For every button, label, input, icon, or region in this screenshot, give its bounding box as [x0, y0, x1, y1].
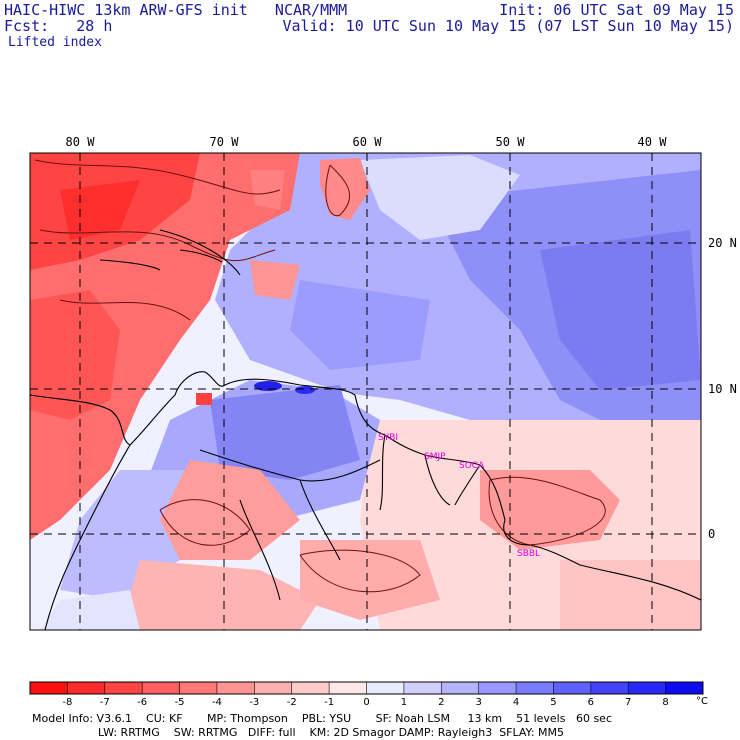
colorbar-swatch	[216, 682, 255, 694]
colorbar-swatch	[254, 682, 293, 694]
lon-label: 70 W	[210, 135, 240, 149]
colorbar-swatch	[291, 682, 330, 694]
colorbar-swatch	[329, 682, 367, 694]
model-info-line2: LW: RRTMG SW: RRTMG DIFF: full KM: 2D Sm…	[98, 726, 564, 739]
colorbar-unit: °C	[696, 696, 708, 707]
lat-label: 10 N	[708, 382, 737, 396]
colorbar-swatch	[179, 682, 218, 694]
station-label: SYBI	[378, 433, 398, 443]
colorbar-tick-label: -3	[249, 697, 259, 708]
map-frame	[29, 152, 702, 631]
colorbar-tick-label: 4	[513, 697, 519, 708]
station-label: SOCA	[459, 461, 485, 471]
colorbar-swatch	[30, 682, 68, 694]
colorbar-tick-label: -6	[137, 697, 147, 708]
colorbar-swatch	[478, 682, 517, 694]
model-title: HAIC-HIWC 13km ARW-GFS init NCAR/MMM	[4, 1, 348, 19]
colorbar: -8 -7 -6 -5 -4 -3 -2 -1 0 1 2 3 4 5 6 7 8	[29, 681, 704, 708]
contour-lines	[34, 159, 606, 593]
colorbar-tick-label: -1	[324, 697, 334, 708]
colorbar-tick-label: 3	[475, 697, 481, 708]
coastlines	[30, 229, 701, 630]
colorbar-swatch	[553, 682, 592, 694]
lon-label: 40 W	[638, 135, 668, 149]
colorbar-swatch	[104, 682, 143, 694]
colorbar-swatch	[142, 682, 180, 694]
colorbar-tick-label: -2	[287, 697, 297, 708]
colorbar-tick-label: -5	[175, 697, 185, 708]
colorbar-tick-label: -8	[62, 697, 72, 708]
lon-label: 50 W	[496, 135, 526, 149]
lat-label: 0	[708, 527, 715, 541]
colorbar-tick-label: 7	[625, 697, 631, 708]
colorbar-tick-label: 6	[588, 697, 594, 708]
colorbar-tick-label: 1	[401, 697, 407, 708]
colorbar-tick-label: 5	[550, 697, 556, 708]
colorbar-tick-label: 0	[363, 697, 369, 708]
colorbar-swatch	[516, 682, 554, 694]
colorbar-tick-label: 2	[438, 697, 444, 708]
lat-lon-grid	[30, 153, 701, 630]
colorbar-tick-label: -4	[212, 697, 222, 708]
colorbar-swatch	[403, 682, 442, 694]
map-field	[30, 153, 701, 630]
colorbar-swatch	[67, 682, 106, 694]
colorbar-swatch	[665, 682, 704, 694]
station-label: SMJP	[424, 452, 446, 462]
colorbar-swatch	[441, 682, 480, 694]
colorbar-swatch	[590, 682, 629, 694]
station-label: SBBL	[517, 549, 540, 559]
field-name: Lifted index	[8, 35, 102, 50]
lat-label: 20 N	[708, 236, 737, 250]
init-time: Init: 06 UTC Sat 09 May 15	[499, 1, 734, 19]
colorbar-swatch	[628, 682, 667, 694]
forecast-hour: Fcst: 28 h	[4, 17, 113, 35]
colorbar-swatch	[366, 682, 405, 694]
lon-label: 80 W	[66, 135, 96, 149]
valid-time: Valid: 10 UTC Sun 10 May 15 (07 LST Sun …	[282, 17, 734, 35]
lon-label: 60 W	[353, 135, 383, 149]
model-info-line1: Model Info: V3.6.1 CU: KF MP: Thompson P…	[32, 712, 612, 725]
colorbar-tick-label: -7	[100, 697, 110, 708]
colorbar-tick-label: 8	[662, 697, 668, 708]
